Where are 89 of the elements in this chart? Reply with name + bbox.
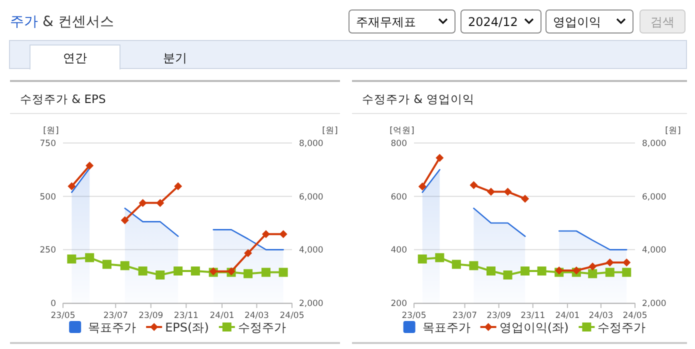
point: [67, 254, 76, 264]
x-tick-label: 24/03: [244, 311, 269, 321]
point: [520, 266, 530, 276]
point: [418, 182, 426, 190]
button: 검색: [640, 10, 686, 34]
chart-title: 수정주가 & 영업이익: [362, 92, 474, 106]
y-axis-title: [억원]: [390, 126, 414, 136]
x-tick-label: 24/01: [210, 311, 234, 321]
point: [85, 253, 94, 262]
point: [190, 266, 200, 276]
x-tick-label: 24/03: [588, 311, 614, 321]
text: 연간: [63, 51, 87, 65]
legend-label: 수정주가: [238, 320, 286, 334]
point: [262, 230, 270, 238]
point: [102, 260, 112, 269]
point: [244, 249, 252, 258]
legend-label: 영업이익(좌): [499, 320, 569, 334]
point: [156, 198, 164, 207]
point: [244, 269, 253, 278]
point: [278, 268, 288, 277]
point: [261, 268, 270, 277]
y2-axis-title: [원]: [322, 126, 338, 136]
legend-label: 목표주가: [88, 320, 136, 334]
x-tick-label: 23/09: [138, 311, 164, 321]
y-tick-label: 750: [40, 139, 56, 149]
point: [487, 188, 496, 196]
text: 주가 & 컨센서스: [10, 14, 114, 30]
y2-tick-label: 4,000: [299, 246, 324, 256]
x-tick-label: 23/05: [50, 311, 76, 321]
point: [86, 162, 94, 170]
point: [452, 260, 461, 269]
text: 분기: [163, 51, 187, 65]
point: [606, 258, 614, 266]
y-tick-label: 800: [390, 139, 407, 149]
point: [605, 268, 614, 277]
y2-axis-title: [원]: [665, 126, 681, 136]
x-tick-label: 23/07: [452, 311, 478, 321]
legend-label: 목표주가: [422, 320, 470, 334]
point: [504, 188, 512, 196]
point: [120, 216, 129, 224]
legend-label: EPS(좌): [165, 320, 209, 334]
point: [174, 266, 183, 276]
x-tick-label: 24/05: [280, 311, 304, 321]
select: 2024/12: [460, 10, 542, 34]
point: [174, 182, 182, 190]
point: [138, 266, 148, 276]
point: [622, 268, 632, 277]
x-tick-label: 23/05: [402, 311, 426, 321]
point: [486, 266, 496, 276]
y2-tick-label: 8,000: [299, 139, 324, 149]
point: [68, 182, 76, 190]
chart-title: 수정주가 & EPS: [20, 92, 106, 106]
x-tick-label: 23/11: [174, 311, 198, 321]
point: [521, 194, 530, 203]
y-tick-label: 0: [50, 299, 56, 309]
y-tick-label: 400: [390, 246, 407, 256]
y2-tick-label: 8,000: [642, 139, 666, 149]
select: 주재무제표: [348, 10, 456, 34]
point: [588, 269, 598, 278]
x-tick-label: 23/11: [520, 311, 546, 321]
legend-label: 수정주가: [598, 320, 646, 334]
y-tick-label: 200: [390, 299, 407, 309]
x-tick-label: 23/09: [486, 311, 512, 321]
x-tick-label: 24/01: [555, 311, 580, 321]
x-tick-label: 24/05: [622, 311, 648, 321]
point: [156, 270, 165, 280]
y-axis-title: [원]: [43, 126, 59, 136]
point: [470, 181, 478, 190]
y-tick-label: 600: [390, 192, 407, 202]
select: 영업이익: [546, 10, 634, 34]
y2-tick-label: 2,000: [642, 299, 666, 309]
point: [469, 261, 478, 270]
point: [537, 266, 546, 276]
y2-tick-label: 4,000: [642, 246, 666, 256]
y2-tick-label: 2,000: [299, 299, 324, 309]
point: [503, 270, 512, 280]
y2-tick-label: 6,000: [642, 192, 666, 202]
point: [622, 258, 631, 266]
x-tick-label: 23/07: [103, 311, 128, 321]
point: [588, 262, 597, 270]
point: [120, 261, 130, 270]
point: [418, 254, 427, 264]
y2-tick-label: 6,000: [299, 192, 324, 202]
point: [279, 230, 288, 238]
y-tick-label: 500: [40, 192, 56, 202]
point: [436, 154, 444, 162]
point: [138, 198, 147, 207]
y-tick-label: 250: [40, 246, 56, 256]
point: [435, 253, 444, 262]
